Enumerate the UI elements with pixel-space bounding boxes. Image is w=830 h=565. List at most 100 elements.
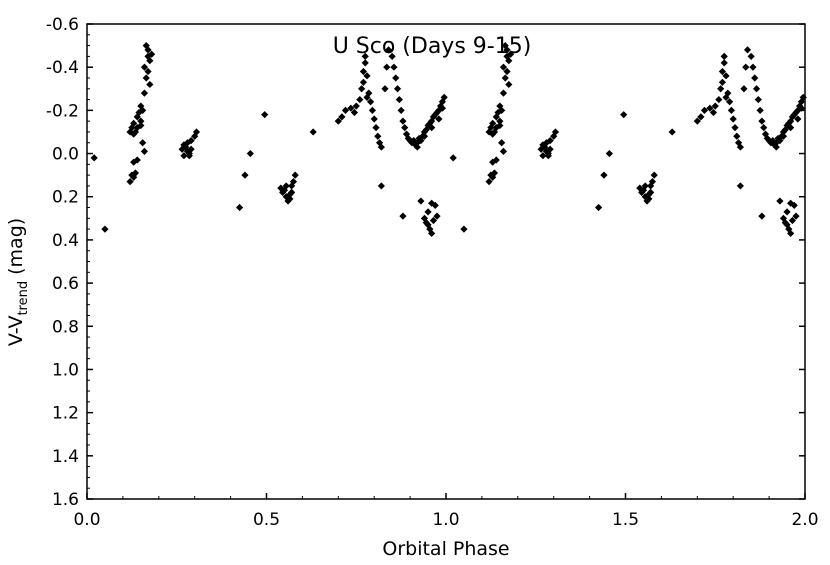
x-axis-label: Orbital Phase <box>382 538 509 560</box>
y-tick-label: 0.6 <box>52 274 79 294</box>
data-point <box>291 171 299 179</box>
data-point <box>785 119 793 127</box>
data-point <box>731 124 739 132</box>
data-point <box>697 113 705 121</box>
data-point <box>620 111 628 119</box>
data-point <box>449 154 457 162</box>
data-point <box>763 134 771 143</box>
data-point <box>241 171 249 179</box>
data-point <box>790 111 798 119</box>
data-point <box>776 197 784 205</box>
data-point <box>501 74 509 82</box>
data-point <box>650 171 658 179</box>
x-tick-label: 1.0 <box>432 510 459 530</box>
data-point <box>435 115 443 123</box>
y-tick-label: 1.6 <box>52 490 79 510</box>
data-point <box>736 143 744 151</box>
data-point <box>133 156 141 164</box>
data-point <box>492 156 500 164</box>
data-point <box>424 208 432 216</box>
y-axis-label-unit: (mag) <box>5 218 27 281</box>
data-point <box>277 184 285 192</box>
data-point <box>431 201 439 209</box>
data-point <box>792 212 800 220</box>
data-point <box>401 124 409 132</box>
data-point <box>440 93 448 102</box>
data-point <box>539 152 547 160</box>
data-point <box>338 113 346 121</box>
data-point <box>417 197 425 205</box>
data-point <box>743 46 752 54</box>
data-point <box>140 63 149 71</box>
data-point <box>137 121 145 130</box>
data-point <box>770 141 779 149</box>
data-points <box>90 41 807 238</box>
data-point <box>797 104 806 112</box>
data-point <box>787 199 795 207</box>
data-point <box>408 139 416 147</box>
data-point <box>718 78 727 86</box>
data-point <box>187 145 195 153</box>
data-point <box>760 124 768 132</box>
data-point <box>350 108 359 117</box>
y-tick-label: 1.0 <box>52 360 79 380</box>
data-point <box>375 139 384 147</box>
data-point <box>605 149 613 158</box>
data-point <box>426 119 434 127</box>
data-point <box>715 95 723 104</box>
data-point <box>539 141 547 149</box>
data-point <box>503 67 511 76</box>
data-point <box>783 208 791 216</box>
data-point <box>261 111 269 119</box>
data-point <box>594 203 603 212</box>
data-point <box>420 132 429 140</box>
data-point <box>758 212 766 220</box>
data-point <box>433 212 441 220</box>
data-point <box>377 143 385 151</box>
data-point <box>756 106 764 114</box>
data-point <box>246 149 254 158</box>
data-point <box>796 102 804 110</box>
data-point <box>420 214 429 222</box>
data-point <box>131 169 140 177</box>
data-point <box>235 203 244 212</box>
data-point <box>185 152 193 160</box>
data-point <box>711 102 719 110</box>
data-point <box>367 98 375 106</box>
data-point <box>370 115 378 123</box>
data-point <box>429 216 438 225</box>
data-point <box>501 41 509 50</box>
data-point <box>758 117 766 125</box>
data-point <box>192 128 201 136</box>
data-point <box>799 93 807 102</box>
x-tick-label: 1.5 <box>612 510 639 530</box>
data-point <box>720 52 728 60</box>
data-point <box>359 78 368 86</box>
data-point <box>146 80 154 89</box>
data-point <box>438 98 447 106</box>
data-point <box>783 121 791 130</box>
data-point <box>437 102 445 110</box>
data-point <box>361 59 369 67</box>
data-point <box>742 63 750 71</box>
data-point <box>397 106 405 114</box>
data-point <box>289 178 298 186</box>
data-point <box>428 229 436 238</box>
data-point <box>341 106 350 114</box>
data-point <box>700 106 709 114</box>
data-point <box>368 106 377 114</box>
data-point <box>334 117 342 125</box>
data-point <box>647 188 655 197</box>
data-point <box>794 115 802 123</box>
y-tick-label: 0.2 <box>52 188 79 208</box>
data-point <box>130 119 138 127</box>
data-point <box>729 115 737 123</box>
data-point <box>426 225 434 233</box>
data-point <box>279 188 287 197</box>
data-point <box>140 89 149 97</box>
data-point <box>499 89 508 97</box>
chart-title: U Sco (Days 9-15) <box>333 34 532 59</box>
data-point <box>498 106 506 114</box>
data-point <box>372 124 380 132</box>
